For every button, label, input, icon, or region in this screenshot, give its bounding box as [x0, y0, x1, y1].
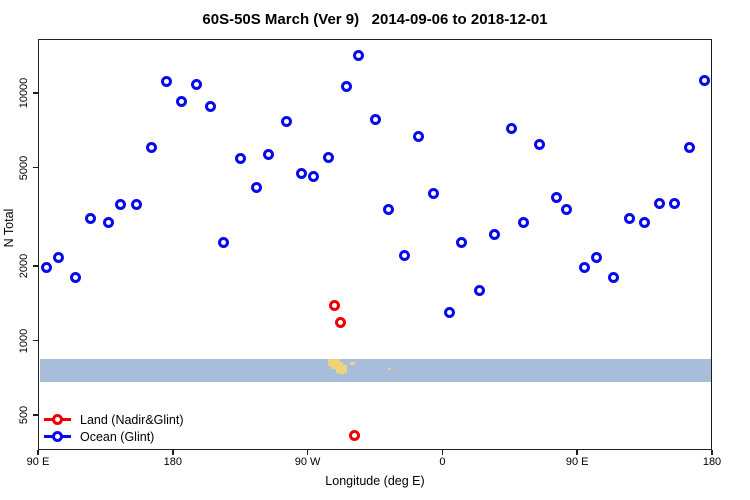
y-axis-tick: [33, 265, 38, 267]
x-axis-tick-label: 180: [702, 456, 722, 468]
legend-label-ocean: Ocean (Glint): [80, 429, 155, 444]
data-point-ocean: [69, 272, 81, 284]
data-point-ocean: [296, 167, 308, 179]
y-axis-tick-label: 10000: [18, 77, 30, 109]
plot-border: [38, 39, 712, 450]
data-point-ocean: [353, 49, 365, 61]
data-point-ocean: [53, 251, 65, 263]
data-point-ocean: [607, 272, 619, 284]
ocean-series-marker-icon: [44, 431, 71, 442]
data-point-ocean: [341, 81, 353, 93]
x-axis-tick: [306, 450, 309, 455]
legend: Land (Nadir&Glint) Ocean (Glint): [44, 411, 184, 445]
data-point-ocean: [281, 115, 293, 127]
y-axis-tick: [33, 339, 38, 342]
data-point-ocean: [218, 236, 230, 248]
legend-item-ocean: Ocean (Glint): [44, 428, 184, 445]
x-axis-title: Longitude (deg E): [325, 474, 425, 488]
data-point-ocean: [323, 151, 335, 163]
latitude-map-land-patch: [387, 368, 391, 371]
data-point-ocean: [561, 204, 573, 216]
x-axis-tick: [441, 450, 444, 455]
data-point-ocean: [308, 171, 320, 183]
data-point-ocean: [456, 236, 468, 248]
y-axis-tick: [33, 166, 38, 169]
legend-item-land: Land (Nadir&Glint): [44, 411, 184, 428]
data-point-ocean: [579, 261, 591, 273]
y-axis-tick-label: 1000: [18, 328, 30, 353]
data-point-ocean: [591, 251, 603, 263]
data-point-ocean: [489, 228, 501, 240]
data-point-ocean: [146, 142, 158, 154]
land-series-marker-icon: [44, 414, 71, 425]
data-point-land: [329, 300, 341, 312]
data-point-ocean: [412, 130, 424, 142]
data-point-ocean: [399, 249, 411, 261]
legend-label-land: Land (Nadir&Glint): [80, 412, 184, 427]
data-point-ocean: [161, 76, 173, 88]
x-axis-tick: [711, 450, 713, 455]
chart-title: 60S-50S March (Ver 9) 2014-09-06 to 2018…: [202, 11, 548, 28]
data-point-ocean: [684, 142, 696, 154]
data-point-land: [348, 429, 360, 441]
x-axis-tick-label: 90 E: [26, 456, 50, 468]
data-point-land: [335, 317, 347, 329]
data-point-ocean: [534, 138, 546, 150]
data-point-ocean: [550, 191, 562, 203]
x-axis-tick-label: 180: [163, 456, 182, 468]
x-axis-tick-label: 90 W: [294, 456, 321, 468]
data-point-ocean: [669, 198, 681, 210]
data-point-ocean: [427, 188, 439, 200]
x-axis-tick: [37, 450, 39, 455]
y-axis-tick-label: 5000: [18, 155, 30, 180]
data-point-ocean: [639, 216, 651, 228]
data-point-ocean: [131, 198, 143, 210]
data-point-ocean: [624, 213, 636, 225]
latitude-map-land-patch: [336, 365, 348, 373]
data-point-ocean: [84, 213, 96, 225]
data-point-ocean: [474, 285, 486, 297]
data-point-ocean: [699, 75, 710, 87]
data-point-ocean: [204, 101, 216, 113]
x-axis-tick-label: 0: [439, 456, 446, 468]
data-point-ocean: [263, 149, 275, 161]
x-axis-tick: [576, 450, 578, 455]
data-point-ocean: [176, 95, 188, 107]
data-point-ocean: [654, 198, 666, 210]
x-axis-tick-label: 90 E: [565, 456, 589, 468]
data-point-ocean: [251, 181, 263, 193]
latitude-map-land-patch: [349, 362, 355, 365]
y-axis-tick-label: 500: [18, 405, 30, 425]
data-point-ocean: [505, 123, 517, 135]
y-axis-title: N Total: [2, 208, 16, 248]
y-axis-tick: [33, 92, 38, 94]
x-axis-tick: [172, 450, 174, 455]
data-point-ocean: [41, 261, 53, 273]
data-point-ocean: [444, 306, 456, 318]
data-point-ocean: [382, 204, 394, 216]
data-point-ocean: [517, 216, 529, 228]
y-axis-tick-label: 2000: [18, 253, 30, 279]
data-point-ocean: [234, 152, 246, 164]
y-axis-tick: [33, 414, 38, 416]
data-point-ocean: [369, 113, 381, 125]
data-point-ocean: [102, 217, 114, 229]
data-point-ocean: [114, 198, 126, 210]
latitude-map-ocean-band: [39, 358, 711, 382]
latitude-map-land-patch: [339, 370, 345, 374]
data-point-ocean: [191, 79, 203, 91]
